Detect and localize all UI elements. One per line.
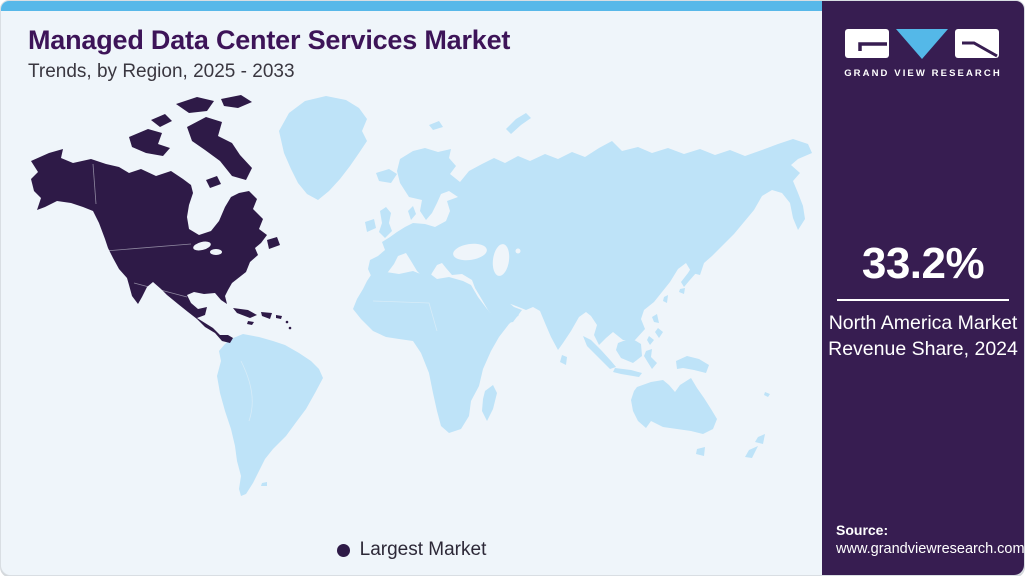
- world-map: [31, 95, 812, 496]
- stat-divider: [837, 299, 1009, 301]
- stat-label-line2: Revenue Share, 2024: [828, 338, 1018, 360]
- internal-borders: [92, 163, 438, 422]
- source-url[interactable]: www.grandviewresearch.com: [836, 541, 1025, 557]
- accent-bar: [1, 1, 822, 11]
- page-title: Managed Data Center Services Market: [28, 25, 511, 55]
- brand-sidebar: GRAND VIEW RESEARCH 33.2% North America …: [822, 1, 1024, 575]
- legend-dot-largest-market: [336, 543, 350, 557]
- legend: Largest Market: [1, 539, 822, 561]
- map-panel: Managed Data Center Services Market Tren…: [1, 1, 822, 575]
- region-north-america: [31, 95, 292, 343]
- header: Managed Data Center Services Market Tren…: [28, 25, 510, 83]
- source-block: Source: www.grandviewresearch.com: [836, 522, 1025, 557]
- market-share-stat: 33.2% North America Market Revenue Share…: [822, 239, 1024, 362]
- source-label: Source:: [836, 522, 889, 538]
- stat-value: 33.2%: [861, 239, 985, 288]
- page-subtitle: Trends, by Region, 2025 - 2033: [28, 61, 295, 82]
- brand-name: GRAND VIEW RESEARCH: [844, 68, 1002, 79]
- gvr-logo-icon: [845, 29, 999, 59]
- region-rest-of-world: [217, 96, 812, 496]
- sea-overlays: [193, 241, 521, 276]
- brand-logo: GRAND VIEW RESEARCH: [822, 27, 1024, 79]
- logo-v-triangle-icon: [896, 29, 948, 59]
- stat-label-line1: North America Market: [828, 312, 1018, 334]
- legend-label: Largest Market: [359, 539, 487, 560]
